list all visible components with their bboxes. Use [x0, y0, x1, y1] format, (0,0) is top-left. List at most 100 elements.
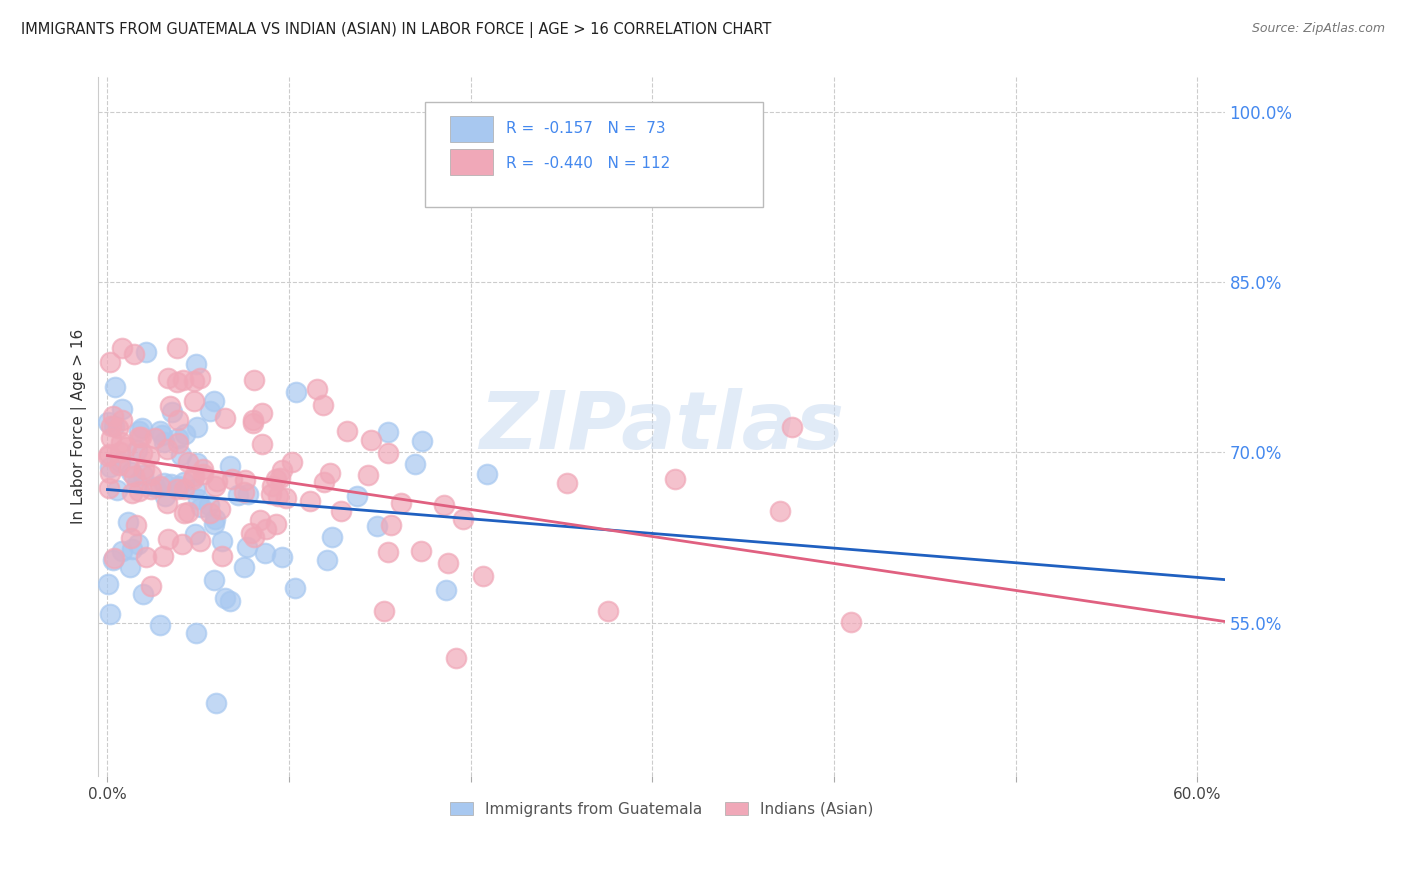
- Point: [98, 355, 121, 369]
- Point: [139, 579, 162, 593]
- Point: [131, 421, 153, 435]
- Point: [336, 425, 359, 439]
- Point: [274, 491, 297, 505]
- Point: [157, 371, 180, 385]
- Point: [330, 503, 353, 517]
- Point: [187, 491, 209, 506]
- Legend: Immigrants from Guatemala, Indians (Asian): Immigrants from Guatemala, Indians (Asia…: [441, 794, 882, 824]
- Text: R =  -0.440   N = 112: R = -0.440 N = 112: [506, 156, 671, 171]
- Point: [105, 483, 128, 498]
- Point: [103, 553, 125, 567]
- Point: [150, 428, 173, 442]
- Point: [166, 413, 188, 427]
- Point: [159, 399, 181, 413]
- Point: [98, 467, 121, 481]
- Point: [346, 489, 368, 503]
- Point: [769, 504, 792, 518]
- Point: [128, 424, 150, 438]
- Point: [264, 472, 287, 486]
- Point: [190, 500, 212, 515]
- Point: [404, 457, 426, 471]
- Point: [183, 468, 205, 483]
- Point: [167, 431, 190, 445]
- Point: [173, 426, 195, 441]
- Point: [360, 433, 382, 447]
- Point: [205, 696, 228, 710]
- Point: [120, 532, 142, 546]
- Point: [103, 419, 125, 434]
- Y-axis label: In Labor Force | Age > 16: In Labor Force | Age > 16: [72, 329, 87, 524]
- Point: [152, 549, 174, 563]
- Point: [110, 413, 132, 427]
- Point: [166, 482, 188, 496]
- Point: [260, 487, 283, 501]
- Point: [117, 515, 139, 529]
- Point: [260, 479, 283, 493]
- Point: [129, 430, 152, 444]
- Point: [100, 431, 122, 445]
- Point: [184, 526, 207, 541]
- Point: [156, 442, 179, 457]
- Point: [298, 493, 321, 508]
- Point: [138, 449, 160, 463]
- Point: [177, 505, 200, 519]
- Point: [243, 529, 266, 543]
- Point: [172, 373, 194, 387]
- Point: [111, 543, 134, 558]
- Point: [107, 421, 129, 435]
- Point: [409, 543, 432, 558]
- Point: [664, 471, 686, 485]
- Point: [191, 462, 214, 476]
- Point: [166, 375, 188, 389]
- Point: [264, 517, 287, 532]
- Point: [173, 475, 195, 489]
- Point: [97, 481, 120, 495]
- Point: [315, 553, 337, 567]
- Point: [444, 650, 467, 665]
- Point: [121, 542, 143, 557]
- Point: [120, 466, 142, 480]
- Point: [596, 604, 619, 618]
- Point: [236, 540, 259, 554]
- Point: [111, 401, 134, 416]
- Point: [118, 560, 141, 574]
- Point: [104, 379, 127, 393]
- Point: [110, 434, 132, 449]
- Point: [149, 618, 172, 632]
- Point: [132, 461, 155, 475]
- Point: [233, 484, 256, 499]
- Point: [121, 485, 143, 500]
- Point: [141, 482, 163, 496]
- Point: [475, 467, 498, 481]
- Point: [167, 479, 190, 493]
- Point: [108, 455, 131, 469]
- Point: [373, 604, 395, 618]
- Point: [205, 474, 228, 488]
- Point: [153, 476, 176, 491]
- Point: [128, 484, 150, 499]
- Point: [471, 569, 494, 583]
- Point: [115, 440, 138, 454]
- Point: [242, 412, 264, 426]
- Text: R =  -0.157   N =  73: R = -0.157 N = 73: [506, 121, 665, 136]
- Point: [307, 382, 329, 396]
- Point: [321, 530, 343, 544]
- Text: IMMIGRANTS FROM GUATEMALA VS INDIAN (ASIAN) IN LABOR FORCE | AGE > 16 CORRELATIO: IMMIGRANTS FROM GUATEMALA VS INDIAN (ASI…: [21, 22, 772, 38]
- Point: [284, 581, 307, 595]
- Point: [780, 420, 803, 434]
- Point: [103, 551, 125, 566]
- Point: [232, 560, 254, 574]
- Point: [250, 437, 273, 451]
- Point: [127, 442, 149, 457]
- Point: [242, 416, 264, 430]
- Point: [181, 472, 204, 486]
- Point: [156, 496, 179, 510]
- Point: [433, 498, 456, 512]
- Point: [839, 615, 862, 630]
- Point: [100, 418, 122, 433]
- Point: [98, 447, 121, 461]
- Point: [98, 460, 121, 475]
- Point: [170, 537, 193, 551]
- Point: [249, 513, 271, 527]
- Text: ZIPatlas: ZIPatlas: [479, 388, 844, 466]
